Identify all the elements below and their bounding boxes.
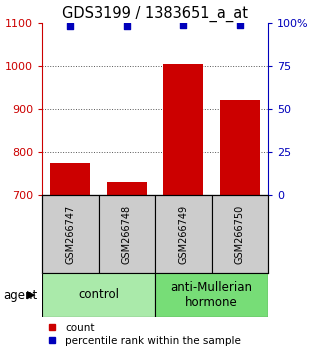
Point	[237, 22, 242, 28]
Text: GSM266750: GSM266750	[235, 204, 245, 264]
Point	[181, 22, 186, 28]
Bar	[155, 273, 268, 317]
Legend: count, percentile rank within the sample: count, percentile rank within the sample	[44, 319, 245, 350]
Text: GSM266747: GSM266747	[65, 204, 75, 264]
Bar	[42, 273, 155, 317]
Text: control: control	[78, 289, 119, 302]
Bar	[155, 195, 211, 273]
Text: GSM266748: GSM266748	[122, 205, 132, 264]
Point	[124, 24, 129, 29]
Bar	[51, 163, 90, 195]
Bar	[42, 195, 99, 273]
Text: anti-Mullerian
hormone: anti-Mullerian hormone	[170, 281, 253, 309]
Text: GSM266749: GSM266749	[178, 205, 188, 264]
Title: GDS3199 / 1383651_a_at: GDS3199 / 1383651_a_at	[62, 5, 248, 22]
Bar	[211, 195, 268, 273]
Bar	[163, 64, 203, 195]
Point	[68, 24, 73, 29]
Bar	[220, 101, 259, 195]
Text: ▶: ▶	[26, 290, 35, 300]
Text: agent: agent	[3, 289, 37, 302]
Bar	[107, 182, 147, 195]
Bar	[99, 195, 155, 273]
